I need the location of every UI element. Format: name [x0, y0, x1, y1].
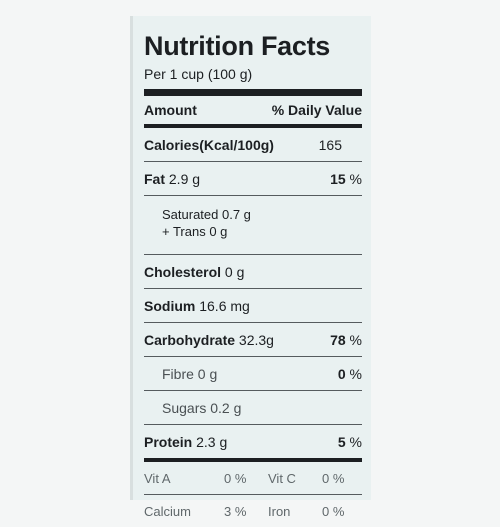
divider — [144, 390, 362, 391]
sugars-row: Sugars 0.2 g — [144, 391, 362, 424]
calcium-label: Calcium — [144, 503, 191, 519]
fat-amount: 2.9 g — [168, 170, 201, 187]
fibre-label: Fibre 0 g — [162, 365, 218, 382]
protein-pct: % — [349, 433, 362, 450]
iron-label: Iron — [268, 503, 291, 519]
vit-a-label: Vit A — [144, 470, 171, 486]
header-row: Amount % Daily Value — [144, 96, 362, 124]
sodium-row: Sodium 16.6 mg — [144, 289, 362, 322]
cholesterol-amount: 0 g — [224, 263, 245, 280]
calories-value: 165 — [318, 136, 342, 153]
protein-row: Protein 2.3 g 5 % — [144, 425, 362, 458]
protein-amount: 2.3 g — [196, 433, 228, 450]
fat-pct: % — [349, 170, 362, 187]
fibre-row: Fibre 0 g 0 % — [144, 357, 362, 390]
vitamin-row: Vit A 0 % Vit C 0 % — [144, 462, 362, 494]
carbohydrate-amount: 32.3g — [238, 331, 274, 348]
cholesterol-label: Cholesterol — [144, 263, 222, 280]
daily-value-header: % Daily Value — [271, 102, 362, 118]
fat-row: Fat 2.9 g 15 % — [144, 162, 362, 195]
sodium-label: Sodium — [144, 297, 196, 314]
calcium-pct: 3 % — [224, 503, 247, 519]
divider — [144, 161, 362, 162]
iron-pct: 0 % — [322, 503, 345, 519]
carbohydrate-row: Carbohydrate 32.3g 78 % — [144, 323, 362, 356]
fibre-dv: 0 — [337, 365, 346, 382]
photo-background: Nutrition Facts Per 1 cup (100 g) Amount… — [133, 16, 371, 519]
amount-header: Amount — [144, 102, 197, 118]
cholesterol-row: Cholesterol 0 g — [144, 255, 362, 288]
fat-label: Fat — [144, 170, 165, 187]
sodium-amount: 16.6 mg — [199, 297, 250, 314]
carbohydrate-pct: % — [349, 331, 362, 348]
medium-divider — [144, 458, 362, 462]
serving-size: Per 1 cup (100 g) — [144, 66, 253, 82]
carbohydrate-dv: 78 — [330, 331, 346, 348]
medium-divider — [144, 124, 362, 128]
saturated-trans-block: Saturated 0.7 g + Trans 0 g — [144, 196, 362, 254]
calories-row: Calories(Kcal/100g) 165 — [144, 128, 362, 161]
label-title: Nutrition Facts — [144, 31, 331, 61]
divider — [144, 494, 362, 495]
carbohydrate-label: Carbohydrate — [144, 331, 236, 348]
calories-label: Calories(Kcal/100g) — [144, 136, 274, 153]
protein-dv: 5 — [337, 433, 346, 450]
divider — [144, 195, 362, 196]
sugars-label: Sugars 0.2 g — [162, 399, 242, 416]
fat-dv: 15 — [330, 170, 346, 187]
saturated-fat: Saturated 0.7 g — [162, 207, 251, 222]
thick-divider — [144, 89, 362, 96]
divider — [144, 322, 362, 323]
divider — [144, 356, 362, 357]
protein-label: Protein — [144, 433, 193, 450]
vit-c-label: Vit C — [268, 470, 296, 486]
vit-c-pct: 0 % — [322, 470, 345, 486]
trans-fat: + Trans 0 g — [162, 224, 228, 239]
divider — [144, 424, 362, 425]
nutrition-label: Nutrition Facts Per 1 cup (100 g) Amount… — [133, 16, 371, 519]
divider — [144, 288, 362, 289]
vit-a-pct: 0 % — [224, 470, 247, 486]
fibre-pct: % — [349, 365, 362, 382]
divider — [144, 254, 362, 255]
